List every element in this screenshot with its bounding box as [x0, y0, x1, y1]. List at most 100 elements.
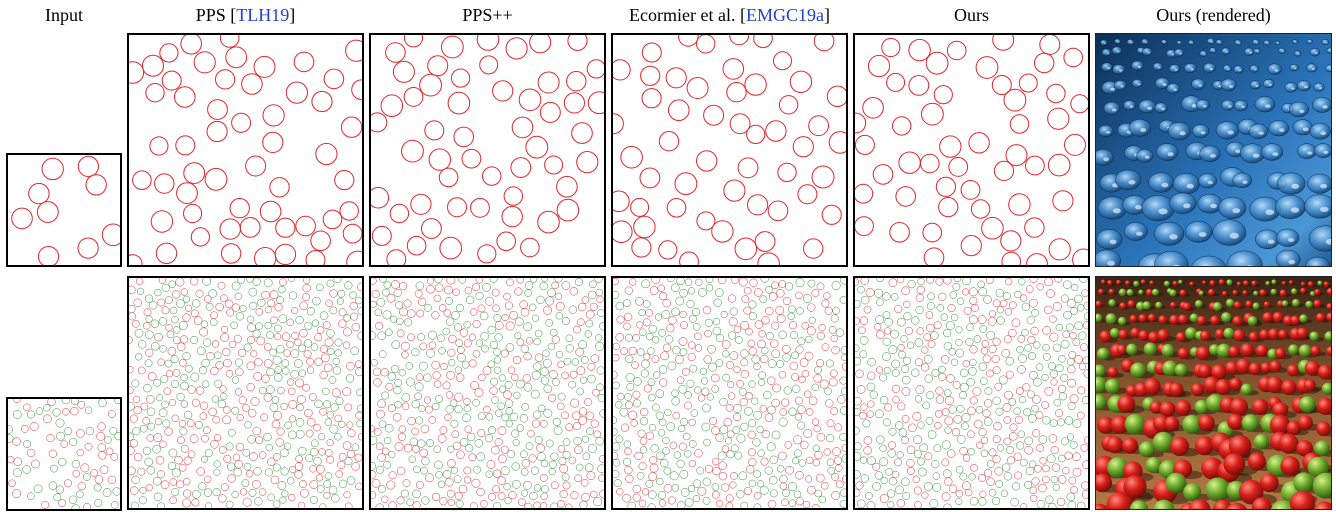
- disk-class-b: [501, 413, 510, 422]
- disk-class-a: [914, 358, 923, 367]
- disk-class-a: [1063, 47, 1083, 68]
- disk-class-b: [791, 351, 799, 360]
- disk-class-a: [970, 199, 991, 219]
- disk-class-a: [638, 499, 647, 507]
- disk-class-a: [631, 237, 652, 258]
- disk-class-b: [793, 490, 802, 499]
- disk-class-a: [649, 456, 658, 465]
- disk-class-a: [311, 90, 333, 113]
- disk-class-a: [1024, 217, 1045, 238]
- disk-class-a: [920, 153, 940, 174]
- disk-class-b: [327, 347, 335, 356]
- disk-class-b: [952, 283, 961, 291]
- disk-class-a: [613, 190, 630, 213]
- disk-class-b: [516, 424, 525, 432]
- disk-class-a: [993, 421, 1002, 431]
- disk-class-a: [391, 280, 400, 289]
- disk-class-a: [135, 278, 144, 285]
- disk-class-b: [887, 501, 895, 508]
- water-drop: [1306, 63, 1318, 73]
- red-apple: [1297, 415, 1313, 431]
- disk-class-b: [198, 366, 207, 375]
- disk-class-b: [787, 312, 795, 320]
- disk-class-a: [524, 502, 533, 508]
- disk-class-b: [748, 312, 757, 321]
- disk-class-a: [1014, 415, 1024, 425]
- red-apple: [1323, 281, 1330, 287]
- water-drop-highlight: [1232, 208, 1241, 214]
- disk-class-b: [437, 334, 445, 343]
- disk-class-b: [859, 456, 868, 464]
- disk-class-a: [1009, 423, 1018, 432]
- disk-class-a: [651, 355, 660, 363]
- disk-class-b: [943, 342, 952, 351]
- rendered-water-drops: [1095, 33, 1332, 267]
- disk-class-a: [778, 95, 799, 115]
- water-drop: [1288, 101, 1309, 118]
- disk-class-a: [132, 395, 141, 404]
- green-apple: [1174, 363, 1188, 377]
- disk-class-b: [434, 460, 443, 470]
- disk-class-b: [788, 482, 797, 492]
- disk-class-a: [994, 382, 1003, 391]
- disk-class-b: [657, 491, 667, 500]
- water-drop: [1215, 39, 1223, 45]
- disk-class-a: [13, 399, 21, 403]
- disk-class-b: [840, 346, 846, 355]
- water-drop-highlight: [1190, 68, 1194, 71]
- disk-class-b: [724, 437, 733, 445]
- disk-class-b: [290, 370, 299, 379]
- disk-class-b: [484, 434, 494, 443]
- disk-class-a: [448, 334, 457, 344]
- disk-class-b: [1024, 436, 1034, 446]
- disk-class-a: [874, 323, 882, 331]
- disk-class-a: [813, 35, 835, 52]
- water-drop: [1191, 255, 1227, 266]
- disk-class-a: [105, 447, 114, 456]
- citation-link-emgc19a[interactable]: EMGC19a: [745, 5, 824, 25]
- disk-class-b: [915, 305, 924, 315]
- disk-class-b: [883, 418, 891, 427]
- red-apple: [1110, 415, 1129, 435]
- disk-class-b: [597, 309, 604, 318]
- disk-class-a: [1001, 348, 1011, 358]
- disk-class-a: [426, 278, 435, 285]
- disk-class-a: [342, 441, 352, 450]
- disk-class-a: [816, 359, 825, 368]
- disk-class-a: [718, 472, 728, 481]
- disk-class-a: [208, 407, 217, 417]
- disk-class-b: [269, 403, 279, 412]
- water-drop: [1197, 193, 1223, 214]
- disk-class-a: [323, 363, 333, 373]
- disk-class-a: [1019, 294, 1028, 302]
- disk-class-b: [275, 344, 285, 354]
- red-apple: [1182, 302, 1192, 311]
- disk-class-b: [888, 345, 898, 355]
- water-drop-highlight: [1228, 85, 1234, 88]
- disk-class-b: [266, 367, 275, 377]
- disk-class-b: [898, 428, 908, 437]
- disk-class-a: [147, 372, 157, 381]
- disk-class-a: [921, 491, 929, 499]
- red-apple: [1259, 329, 1270, 340]
- disk-class-b: [906, 341, 915, 349]
- disk-class-b: [445, 405, 454, 414]
- disk-class-b: [613, 290, 620, 300]
- disk-class-a: [793, 435, 803, 445]
- disk-class-a: [988, 344, 997, 354]
- disk-class-b: [371, 461, 376, 471]
- disk-class-b: [778, 417, 788, 427]
- water-drop-highlight: [1110, 87, 1115, 91]
- disk-class-b: [558, 457, 567, 466]
- disk-class-b: [394, 378, 403, 387]
- water-drop-highlight: [1186, 183, 1194, 189]
- green-apple: [1225, 298, 1235, 308]
- red-apple: [1289, 280, 1294, 285]
- disk-class-b: [589, 280, 597, 289]
- disk-class-a: [246, 383, 255, 392]
- disk-plot: [371, 278, 604, 508]
- disk-class-a: [129, 336, 133, 344]
- disk-class-b: [294, 359, 303, 368]
- citation-link-tlh19[interactable]: TLH19: [236, 5, 290, 25]
- disk-class-b: [383, 281, 391, 289]
